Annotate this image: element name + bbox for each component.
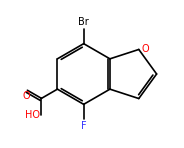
Text: F: F — [81, 121, 86, 131]
Text: Br: Br — [78, 17, 89, 27]
Text: O: O — [141, 44, 149, 54]
Text: O: O — [22, 91, 30, 101]
Text: HO: HO — [25, 110, 40, 120]
